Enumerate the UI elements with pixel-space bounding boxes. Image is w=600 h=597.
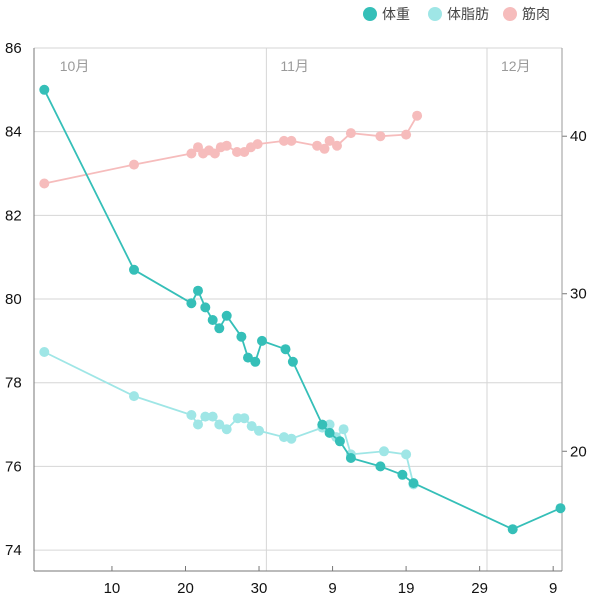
data-point-weight bbox=[39, 178, 50, 189]
series-weight bbox=[39, 110, 423, 189]
data-point-muscle bbox=[193, 285, 203, 296]
series-muscle bbox=[39, 84, 566, 535]
x-tick-label: 9 bbox=[549, 580, 557, 597]
data-point-muscle bbox=[257, 335, 267, 346]
data-point-body-fat bbox=[193, 419, 203, 430]
data-point-body-fat bbox=[254, 425, 264, 436]
legend-body-fat-swatch bbox=[428, 7, 442, 21]
data-point-muscle bbox=[334, 436, 345, 447]
data-point-muscle bbox=[243, 352, 253, 363]
y-right-tick-label: 20 bbox=[570, 443, 587, 460]
legend-body-fat-label: 体脂肪 bbox=[447, 6, 489, 22]
data-point-muscle bbox=[345, 453, 356, 463]
legend-muscle-swatch bbox=[503, 7, 517, 21]
data-point-muscle bbox=[200, 302, 211, 313]
data-point-weight bbox=[345, 128, 356, 139]
data-point-muscle bbox=[317, 419, 328, 430]
data-point-weight bbox=[286, 135, 297, 146]
data-point-weight bbox=[375, 131, 386, 142]
axis-labels: 74 76 78 80 82 84 86 20 30 40 10月 11月 12月 10 20 30 9 19 29… bbox=[5, 40, 587, 597]
legend-muscle-label: 筋肉 bbox=[522, 6, 550, 22]
data-point-weight bbox=[324, 135, 335, 146]
x-tick-label: 29 bbox=[471, 580, 488, 597]
x-tick-label: 20 bbox=[177, 580, 194, 597]
data-point-body-fat bbox=[214, 419, 225, 430]
y-right-tick-label: 40 bbox=[570, 128, 587, 145]
data-point-muscle bbox=[555, 503, 566, 514]
legend-weight-swatch bbox=[363, 7, 377, 21]
x-tick-label: 9 bbox=[328, 580, 336, 597]
legend: 体重 体脂肪 筋肉 bbox=[363, 6, 550, 22]
data-point-body-fat bbox=[200, 411, 211, 422]
y-left-tick-label: 74 bbox=[5, 542, 22, 559]
data-point-muscle bbox=[408, 478, 419, 489]
data-point-weight bbox=[209, 148, 220, 159]
data-point-body-fat bbox=[379, 446, 389, 457]
data-point-weight bbox=[232, 147, 242, 157]
data-point-body-fat bbox=[39, 347, 50, 357]
series-body-fat bbox=[39, 347, 419, 490]
data-point-weight bbox=[279, 135, 289, 146]
data-point-muscle bbox=[221, 310, 232, 321]
legend-item-weight[interactable]: 体重 bbox=[363, 6, 410, 22]
data-point-body-fat bbox=[207, 411, 218, 422]
data-point-muscle bbox=[507, 524, 518, 535]
data-point-body-fat bbox=[286, 433, 297, 444]
y-left-tick-label: 78 bbox=[5, 375, 22, 392]
data-point-body-fat bbox=[186, 410, 197, 420]
data-point-muscle bbox=[236, 331, 247, 342]
y-left-tick-label: 82 bbox=[5, 207, 22, 224]
y-left-tick-label: 80 bbox=[5, 291, 22, 308]
data-point-muscle bbox=[280, 344, 291, 355]
series-line-weight bbox=[44, 115, 418, 185]
data-point-muscle bbox=[397, 469, 408, 480]
data-point-body-fat bbox=[246, 421, 257, 432]
axes bbox=[33, 48, 567, 572]
data-point-body-fat bbox=[338, 424, 349, 435]
y-right-tick-label: 30 bbox=[570, 286, 587, 303]
data-point-muscle bbox=[375, 461, 386, 472]
x-tick-label: 19 bbox=[398, 580, 415, 597]
data-point-body-fat bbox=[221, 424, 232, 435]
data-point-muscle bbox=[186, 298, 197, 309]
data-point-weight bbox=[401, 129, 412, 140]
series-layer bbox=[39, 84, 566, 535]
data-point-weight bbox=[412, 110, 423, 121]
data-point-muscle bbox=[324, 427, 335, 438]
data-point-weight bbox=[252, 139, 263, 150]
data-point-body-fat bbox=[129, 391, 139, 402]
month-label: 10月 bbox=[60, 58, 90, 74]
data-point-muscle bbox=[287, 356, 298, 367]
data-point-muscle bbox=[250, 356, 261, 367]
data-point-muscle bbox=[129, 264, 139, 275]
y-left-tick-label: 86 bbox=[5, 40, 22, 57]
data-point-weight bbox=[221, 140, 232, 151]
data-point-weight bbox=[319, 143, 330, 154]
month-label: 11月 bbox=[280, 58, 309, 74]
y-left-tick-label: 76 bbox=[5, 458, 22, 475]
legend-weight-label: 体重 bbox=[382, 6, 410, 22]
data-point-muscle bbox=[207, 315, 218, 325]
data-point-weight bbox=[332, 140, 342, 151]
y-left-tick-label: 84 bbox=[5, 124, 22, 141]
data-point-body-fat bbox=[324, 419, 335, 430]
legend-item-body-fat[interactable]: 体脂肪 bbox=[428, 6, 489, 22]
data-point-body-fat bbox=[239, 413, 250, 424]
x-tick-label: 10 bbox=[104, 580, 121, 597]
data-point-muscle bbox=[39, 84, 50, 95]
x-tick-label: 30 bbox=[251, 580, 268, 597]
data-point-weight bbox=[129, 159, 139, 170]
legend-item-muscle[interactable]: 筋肉 bbox=[503, 6, 550, 22]
grid bbox=[34, 47, 562, 571]
series-line-muscle bbox=[43, 89, 561, 531]
data-point-muscle bbox=[214, 323, 225, 334]
month-label: 12月 bbox=[501, 58, 531, 74]
data-point-body-fat bbox=[401, 449, 412, 460]
series-line-body-fat bbox=[43, 351, 415, 485]
data-point-weight bbox=[186, 148, 197, 159]
